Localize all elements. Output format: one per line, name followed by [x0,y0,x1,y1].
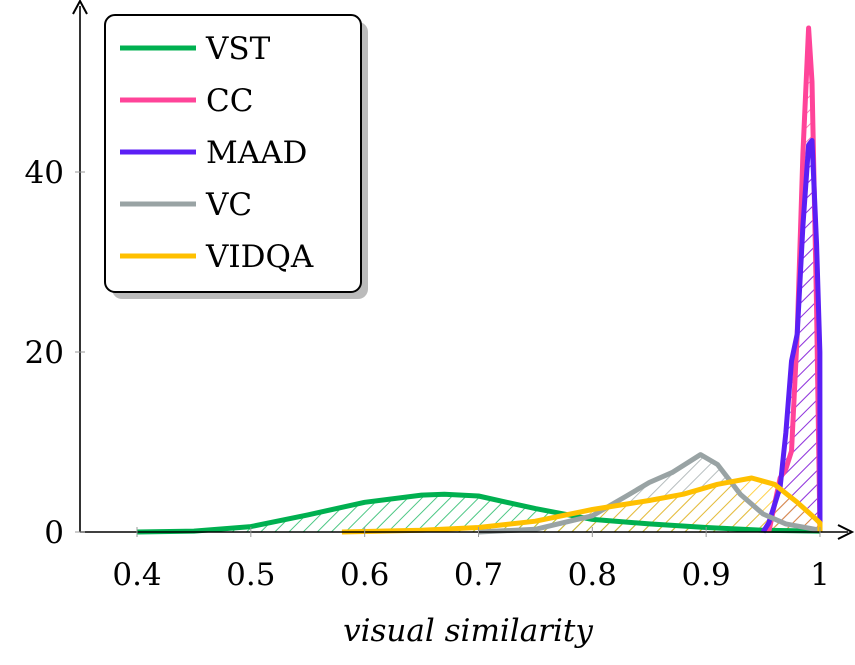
axes [72,0,855,540]
x-tick-label: 0.6 [340,557,389,593]
x-axis-label: visual similarity [343,613,593,649]
x-tick-label: 0.5 [226,557,275,593]
x-tick-label: 0.4 [112,557,161,593]
x-tick-label: 0.9 [681,557,730,593]
legend-label: CC [206,83,253,119]
line-vst [136,491,821,535]
x-tick-label: 1 [810,557,830,593]
legend-label: MAAD [206,135,307,171]
y-tick-label: 40 [25,155,64,191]
line-vidqa [341,475,823,535]
x-axis-arrow-icon [837,524,855,540]
series-lines [136,25,823,535]
y-tick-label: 20 [25,335,64,371]
x-tick-label: 0.7 [454,557,503,593]
legend: VST CC MAAD VC VIDQA [104,14,368,299]
y-tick-label: 0 [44,515,64,551]
line-maad [760,138,823,534]
legend-label: VST [205,31,271,67]
area-vst [137,494,820,532]
legend-label: VIDQA [205,239,314,275]
x-tick-label: 0.8 [568,557,617,593]
legend-label: VC [205,187,252,223]
line-vc [478,452,821,535]
y-axis-arrow-icon [72,0,88,15]
area-maad [763,140,820,532]
